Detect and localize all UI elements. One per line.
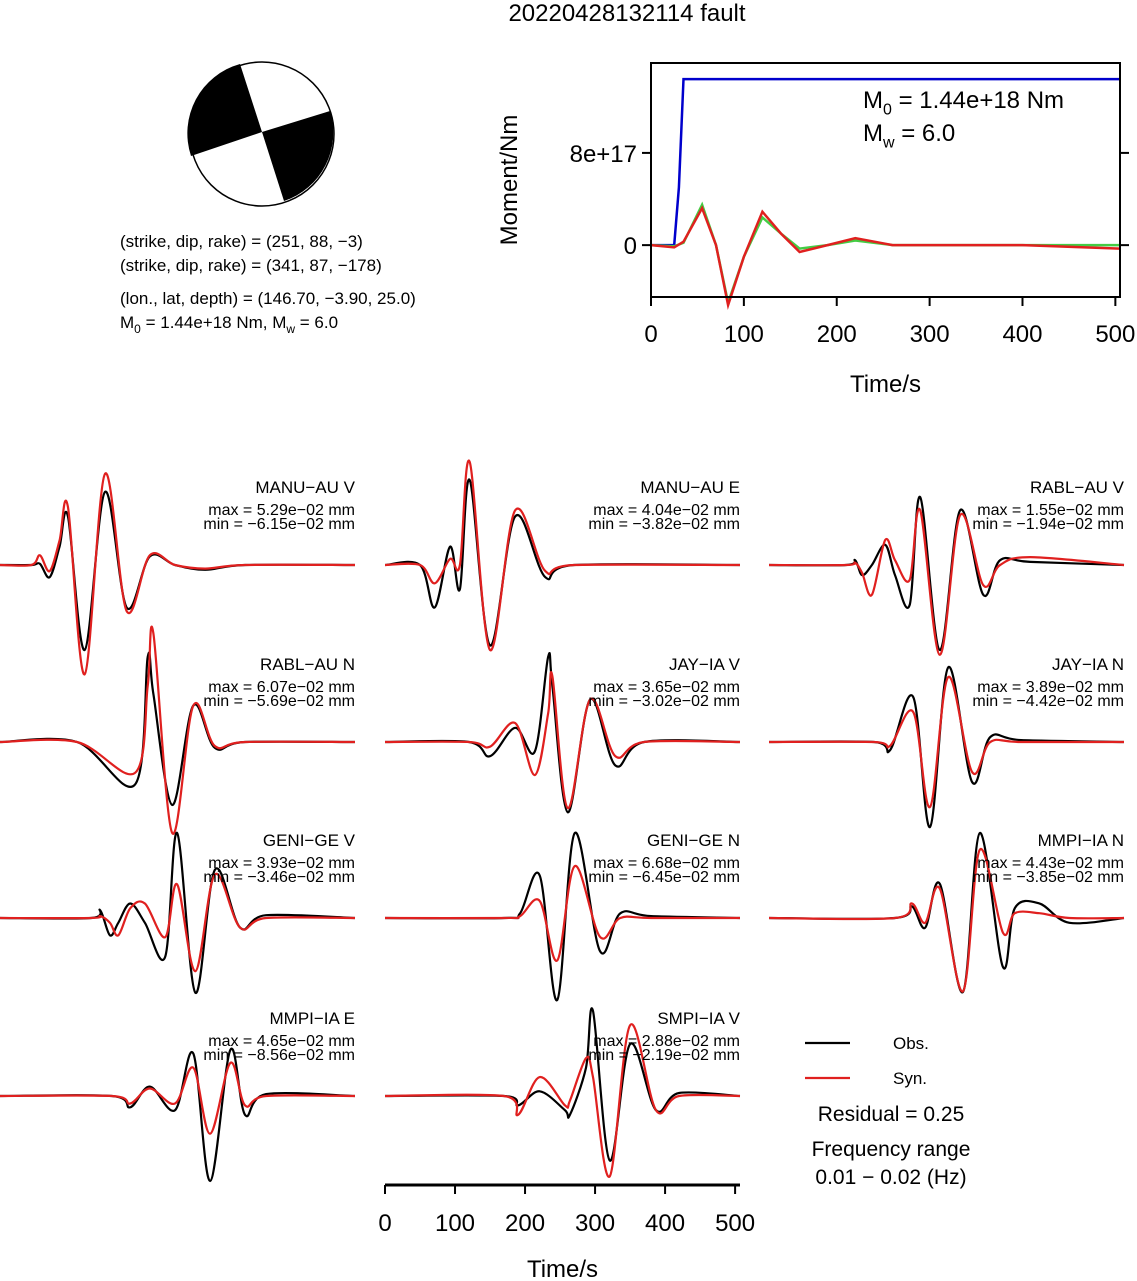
max-label: max = 4.04e−02 mm <box>593 502 740 519</box>
y-tick-label: 0 <box>624 233 637 260</box>
station-label: RABL−AU N <box>260 655 355 674</box>
beachball-compression <box>262 111 334 201</box>
x-tick-label: 300 <box>575 1210 615 1237</box>
text-part: = 6.0 <box>895 120 956 147</box>
station-label: MMPI−IA E <box>270 1009 356 1028</box>
residual: Residual = 0.25 <box>818 1103 965 1126</box>
x-axis-label: Time/s <box>527 1256 598 1281</box>
x-tick-label: 100 <box>435 1210 475 1237</box>
min-label: min = −6.45e−02 mm <box>588 869 740 886</box>
x-tick-label: 300 <box>910 321 950 348</box>
waveform <box>0 651 356 807</box>
frequency-title: Frequency range <box>812 1138 971 1161</box>
text-part: M <box>863 120 883 147</box>
waveform <box>384 1007 741 1162</box>
station-label: MANU−AU E <box>640 478 740 497</box>
subscript: 0 <box>134 322 141 336</box>
waveform <box>0 472 356 676</box>
x-tick-label: 500 <box>1095 321 1135 348</box>
subscript: w <box>882 134 895 151</box>
x-tick-label: 100 <box>724 321 764 348</box>
annotation: Mw = 6.0 <box>863 120 955 151</box>
figure-title: 20220428132114 fault <box>508 0 745 27</box>
min-label: min = −6.15e−02 mm <box>203 516 355 533</box>
max-label: max = 3.93e−02 mm <box>208 855 355 872</box>
station-label: JAY−IA N <box>1052 655 1124 674</box>
station-label: JAY−IA V <box>669 655 741 674</box>
max-label: max = 1.55e−02 mm <box>977 502 1124 519</box>
station-label: GENI−GE N <box>647 831 740 850</box>
y-axis-label: Moment/Nm <box>496 115 523 246</box>
max-label: max = 2.88e−02 mm <box>593 1033 740 1050</box>
max-label: max = 6.07e−02 mm <box>208 679 355 696</box>
legend-label: Obs. <box>893 1034 929 1053</box>
x-tick-label: 500 <box>715 1210 755 1237</box>
station-label: GENI−GE V <box>263 831 356 850</box>
location-line: (lon., lat, depth) = (146.70, −3.90, 25.… <box>120 289 416 308</box>
max-label: max = 3.65e−02 mm <box>593 679 740 696</box>
min-label: min = −8.56e−02 mm <box>203 1047 355 1064</box>
beachball <box>187 61 335 207</box>
text-part: = 1.44e+18 Nm <box>892 87 1064 114</box>
waveform <box>384 459 741 652</box>
waveform <box>768 848 1125 993</box>
waveform <box>0 873 356 973</box>
max-label: max = 6.68e−02 mm <box>593 855 740 872</box>
subscript: w <box>285 322 295 336</box>
waveform <box>0 1061 356 1135</box>
max-label: max = 5.29e−02 mm <box>208 502 355 519</box>
waveform <box>0 1047 356 1183</box>
annotation: M0 = 1.44e+18 Nm <box>863 87 1064 118</box>
x-axis-label: Time/s <box>850 371 921 398</box>
legend-label: Syn. <box>893 1069 927 1088</box>
station-label: MANU−AU V <box>255 478 355 497</box>
waveform <box>384 1023 741 1178</box>
x-tick-label: 200 <box>505 1210 545 1237</box>
x-tick-label: 0 <box>378 1210 391 1237</box>
mechanism-line: (strike, dip, rake) = (251, 88, −3) <box>120 232 363 251</box>
frequency-range: 0.01 − 0.02 (Hz) <box>815 1166 966 1189</box>
waveform <box>768 507 1125 656</box>
plot-frame <box>650 62 1121 298</box>
waveform <box>768 675 1124 809</box>
text-part: M <box>120 313 134 332</box>
text-part: M <box>863 87 883 114</box>
x-tick-label: 400 <box>645 1210 685 1237</box>
waveform <box>384 671 741 810</box>
min-label: min = −2.19e−02 mm <box>588 1047 740 1064</box>
max-label: max = 4.65e−02 mm <box>208 1033 355 1050</box>
text-part: = 1.44e+18 Nm, M <box>141 313 287 332</box>
min-label: min = −1.94e−02 mm <box>972 516 1124 533</box>
text-part: = 6.0 <box>295 313 338 332</box>
min-label: min = −5.69e−02 mm <box>203 693 355 710</box>
beachball-compression <box>187 64 262 156</box>
waveform <box>384 864 740 962</box>
x-tick-label: 400 <box>1002 321 1042 348</box>
station-label: SMPI−IA V <box>657 1009 740 1028</box>
mechanism-line: (strike, dip, rake) = (341, 87, −178) <box>120 256 382 275</box>
station-label: MMPI−IA N <box>1038 831 1124 850</box>
moment-curve <box>650 205 1121 311</box>
moment-curve <box>650 201 1120 308</box>
max-label: max = 4.43e−02 mm <box>977 855 1124 872</box>
moment-line: M0 = 1.44e+18 Nm, Mw = 6.0 <box>120 313 338 336</box>
subscript: 0 <box>883 101 892 118</box>
max-label: max = 3.89e−02 mm <box>977 679 1124 696</box>
waveform <box>0 625 356 835</box>
x-tick-label: 200 <box>817 321 857 348</box>
min-label: min = −3.02e−02 mm <box>588 693 740 710</box>
x-tick-label: 0 <box>644 321 657 348</box>
station-label: RABL−AU V <box>1030 478 1125 497</box>
y-tick-label: 8e+17 <box>570 141 637 168</box>
min-label: min = −3.85e−02 mm <box>972 869 1124 886</box>
waveform <box>384 651 741 814</box>
min-label: min = −3.46e−02 mm <box>203 869 355 886</box>
min-label: min = −4.42e−02 mm <box>972 693 1124 710</box>
min-label: min = −3.82e−02 mm <box>588 516 740 533</box>
